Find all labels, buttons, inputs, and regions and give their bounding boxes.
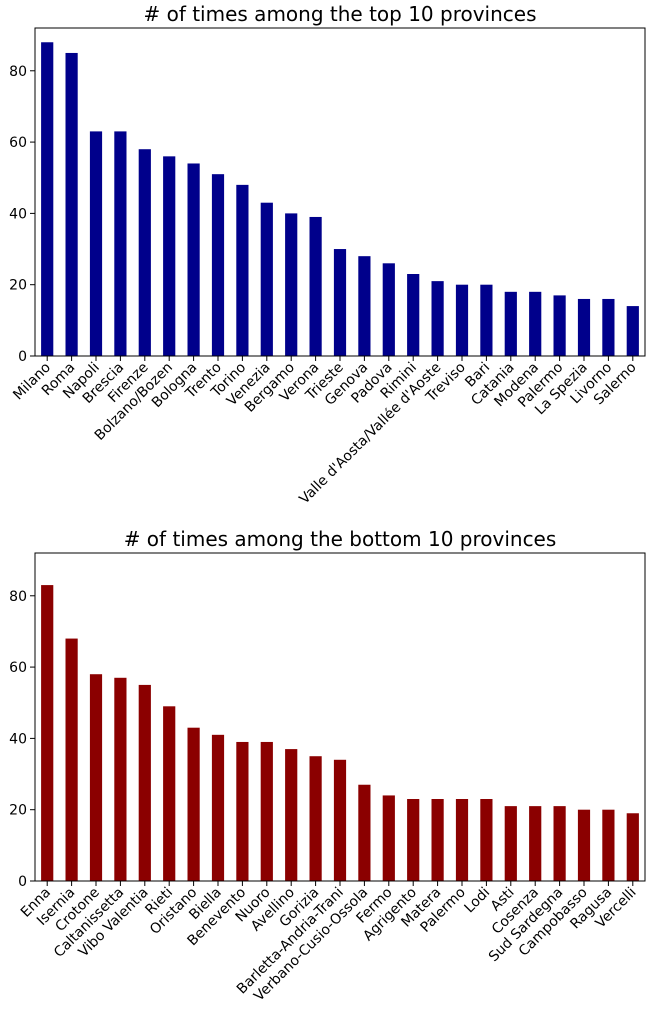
bar <box>431 799 444 881</box>
bottom-provinces-chart: # of times among the bottom 10 provinces… <box>9 527 646 1005</box>
bar <box>431 281 444 356</box>
bar <box>187 163 200 356</box>
bar <box>260 741 273 881</box>
bar <box>285 213 298 356</box>
bar <box>236 741 249 881</box>
bar <box>626 306 639 356</box>
bar <box>626 813 639 881</box>
bar <box>41 42 54 357</box>
bar <box>504 806 517 881</box>
x-tick-label: Lodi <box>461 885 493 917</box>
bar <box>114 131 127 356</box>
bar <box>260 202 273 356</box>
y-tick-label: 0 <box>18 874 27 890</box>
y-tick-label: 60 <box>9 135 27 151</box>
bar <box>65 638 78 881</box>
y-tick-label: 20 <box>9 803 27 819</box>
bar <box>309 756 322 881</box>
y-tick-label: 0 <box>18 349 27 365</box>
bar <box>211 174 225 356</box>
bar <box>333 249 347 356</box>
bar <box>358 256 371 356</box>
bar <box>577 809 591 881</box>
y-tick-label: 20 <box>9 278 27 294</box>
bar <box>407 799 420 881</box>
bar <box>455 799 469 881</box>
bar <box>236 184 249 356</box>
bar <box>553 295 566 356</box>
top-provinces-chart: # of times among the top 10 provinces 0 20… <box>9 2 646 507</box>
bar <box>65 52 78 357</box>
chart-title: # of times among the top 10 provinces <box>143 2 536 26</box>
bar <box>382 263 395 356</box>
bar <box>602 298 615 356</box>
y-tick-label: 80 <box>9 64 27 80</box>
bar <box>455 284 469 356</box>
chart-title: # of times among the bottom 10 provinces <box>124 527 557 551</box>
bar <box>333 759 347 881</box>
bar <box>211 734 225 881</box>
bar <box>529 291 542 356</box>
bar <box>602 809 615 881</box>
bar <box>480 284 493 356</box>
y-tick-label: 40 <box>9 206 27 222</box>
bar <box>138 684 151 881</box>
bar <box>138 149 151 356</box>
bar <box>309 216 322 356</box>
bar <box>89 131 103 356</box>
bar <box>163 156 176 356</box>
y-tick-label: 40 <box>9 731 27 747</box>
bar <box>407 274 420 356</box>
bar <box>114 677 127 881</box>
y-tick-label: 60 <box>9 660 27 676</box>
bar <box>41 585 54 881</box>
bar <box>89 674 103 881</box>
bar <box>504 291 517 356</box>
bar <box>163 706 176 881</box>
bar <box>553 806 566 881</box>
bar <box>382 795 395 881</box>
bar <box>358 784 371 881</box>
bar <box>529 806 542 881</box>
bar <box>480 799 493 881</box>
bar <box>577 298 591 356</box>
bar <box>285 749 298 881</box>
y-tick-label: 80 <box>9 589 27 605</box>
bar <box>187 727 200 881</box>
